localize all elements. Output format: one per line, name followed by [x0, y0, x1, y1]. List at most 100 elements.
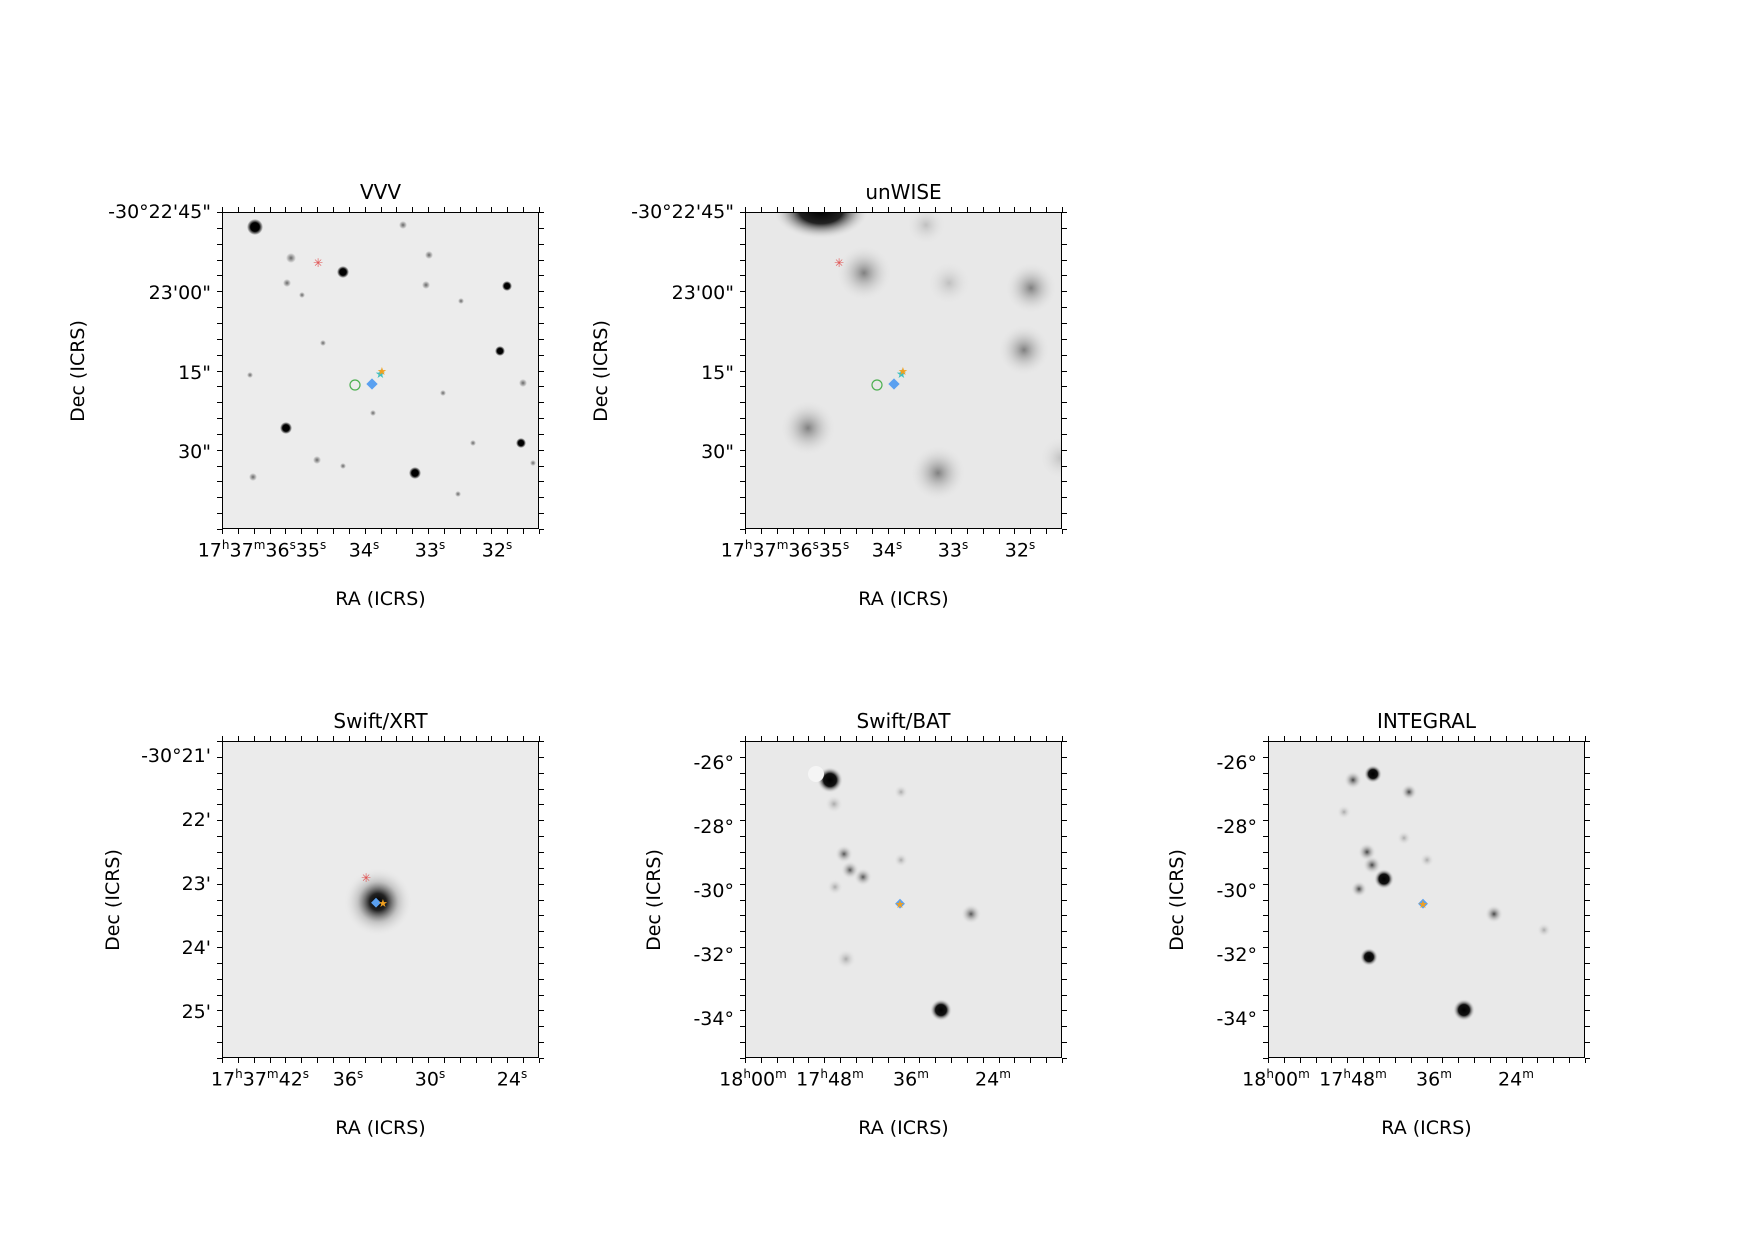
axis-tick	[217, 291, 222, 293]
axis-tick	[903, 1058, 905, 1063]
axis-tick	[1263, 741, 1268, 742]
axis-tick	[539, 465, 544, 467]
axis-tick	[1585, 804, 1590, 806]
axis-tick	[1442, 1058, 1444, 1063]
axis-tick	[1263, 851, 1268, 853]
axis-tick	[1014, 1058, 1016, 1063]
source-blob	[1537, 923, 1551, 937]
axis-tick	[217, 402, 222, 404]
source-blob	[1344, 771, 1362, 789]
x-tick-label: 24m	[975, 1067, 1011, 1091]
x-tick-label: 17h48m	[1319, 1067, 1387, 1091]
axis-tick	[217, 243, 222, 245]
axis-tick	[740, 836, 745, 838]
axis-tick	[1014, 207, 1016, 212]
panel-unwise: unWISE	[590, 180, 1067, 610]
axis-tick	[1521, 736, 1523, 741]
axis-tick	[539, 899, 544, 901]
axis-tick	[475, 1058, 477, 1063]
axis-tick	[539, 275, 544, 277]
axis-tick	[740, 867, 745, 869]
image-frame: ✳ ★ ★	[745, 212, 1062, 529]
axis-tick	[1585, 851, 1590, 853]
axis-tick	[396, 207, 398, 212]
axis-tick	[459, 1058, 461, 1063]
axis-tick	[1046, 207, 1048, 212]
axis-tick	[855, 529, 857, 534]
axis-tick	[217, 1010, 222, 1012]
axis-tick	[951, 736, 953, 741]
axis-tick	[1585, 994, 1590, 996]
axis-tick	[539, 418, 544, 420]
axis-tick	[269, 529, 271, 534]
axis-tick	[740, 915, 745, 917]
axis-tick	[539, 962, 544, 964]
source-blob	[894, 785, 908, 799]
axis-tick	[364, 736, 366, 741]
source-blob	[1485, 905, 1503, 923]
axis-tick	[348, 529, 350, 534]
axis-tick	[269, 736, 271, 741]
x-axis-label: RA (ICRS)	[335, 1117, 426, 1139]
axis-tick	[740, 497, 745, 499]
axis-tick	[1585, 756, 1590, 758]
axis-tick	[1062, 386, 1067, 388]
x-tick-label: 17h37m36s35s	[197, 538, 327, 562]
axis-tick	[740, 275, 745, 277]
y-tick-label: -32°	[1216, 944, 1257, 966]
blue-diamond-marker	[1418, 898, 1428, 909]
axis-tick	[539, 354, 544, 356]
axis-tick	[1585, 931, 1590, 933]
axis-tick	[217, 947, 222, 949]
axis-tick	[740, 481, 745, 483]
y-tick-label: -30°	[693, 880, 734, 902]
axis-tick	[1062, 465, 1067, 467]
axis-tick	[539, 227, 544, 229]
axis-tick	[1410, 1058, 1412, 1063]
axis-tick	[539, 291, 544, 293]
axis-tick	[217, 978, 222, 980]
axis-tick	[740, 851, 745, 853]
axis-tick	[222, 529, 223, 534]
axis-tick	[1474, 1058, 1476, 1063]
axis-tick	[1062, 212, 1067, 213]
source-blob	[906, 213, 946, 245]
y-tick-label: 23'	[181, 873, 211, 895]
axis-tick	[507, 529, 509, 534]
axis-tick	[855, 1058, 857, 1063]
y-axis-label: Dec (ICRS)	[101, 849, 124, 951]
axis-tick	[1263, 1042, 1268, 1044]
axis-tick	[1263, 1026, 1268, 1028]
blue-diamond-marker	[888, 378, 900, 390]
axis-tick	[1062, 322, 1067, 324]
axis-tick	[217, 322, 222, 324]
axis-tick	[217, 449, 222, 451]
axis-tick	[523, 1058, 525, 1063]
axis-tick	[539, 513, 544, 515]
source-markers: ★	[895, 898, 905, 911]
axis-tick	[887, 207, 889, 212]
source-blob	[780, 400, 836, 456]
axis-tick	[935, 1058, 937, 1063]
axis-tick	[1585, 978, 1590, 980]
axis-tick	[539, 978, 544, 980]
axis-tick	[1442, 736, 1444, 741]
axis-tick	[887, 1058, 889, 1063]
y-tick-label: -30°22'45"	[631, 201, 734, 223]
axis-tick	[1062, 804, 1067, 806]
axis-tick	[332, 736, 334, 741]
axis-tick	[301, 1058, 303, 1063]
axis-tick	[871, 529, 873, 534]
axis-tick	[760, 529, 762, 534]
x-tick-label: 30s	[414, 1067, 446, 1091]
axis-tick	[982, 1058, 984, 1063]
axis-tick	[1062, 207, 1063, 212]
orange-star-marker: ★	[378, 897, 388, 910]
source-blob	[930, 999, 952, 1021]
axis-tick	[1585, 962, 1590, 964]
axis-tick	[1062, 449, 1067, 451]
y-tick-label: -30°21'	[141, 745, 211, 767]
y-tick-label: 30"	[701, 441, 734, 463]
panel-integral: INTEGRAL	[1166, 709, 1590, 1139]
panel-vvv: VVV	[67, 180, 544, 610]
